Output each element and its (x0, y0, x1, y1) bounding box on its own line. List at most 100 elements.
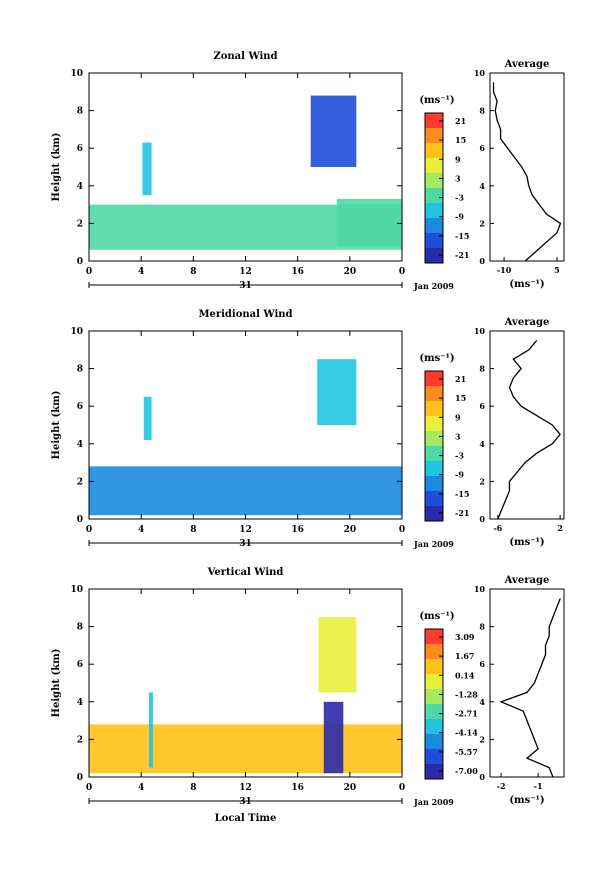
x-tick-label: 20 (344, 783, 357, 793)
y-tick-label: 8 (77, 365, 83, 375)
colorbar-tick-label: 9 (455, 154, 461, 164)
panel-title: Meridional Wind (198, 309, 292, 320)
profile-title: Average (504, 59, 550, 70)
profile-y-tick-label: 6 (479, 401, 485, 411)
profile-title: Average (504, 317, 550, 328)
profile-frame (489, 588, 565, 778)
colorbar-segment (425, 203, 443, 219)
profile-y-tick-label: 0 (479, 256, 485, 266)
date-right-label: Jan 2009 (413, 797, 454, 807)
heatmap-cell (148, 692, 153, 768)
profile-y-tick-label: 4 (479, 697, 485, 707)
colorbar-tick-label: 9 (455, 412, 461, 422)
profile-y-tick-label: 2 (479, 734, 485, 744)
colorbar-segment (425, 128, 443, 144)
profile-y-tick-label: 2 (479, 218, 485, 228)
profile-x-label: (ms⁻¹) (509, 279, 544, 290)
colorbar-frame (424, 112, 444, 264)
y-tick-label: 0 (77, 515, 83, 525)
x-tick-label: 4 (138, 783, 144, 793)
date-right-label: Jan 2009 (413, 539, 454, 549)
y-tick-label: 0 (77, 257, 83, 267)
colorbar-segment (425, 446, 443, 462)
profile-x-tick-label: -1 (534, 781, 543, 791)
colorbar-tick-label: -1.28 (455, 689, 478, 699)
y-axis-label: Height (km) (51, 133, 62, 202)
colorbar-unit: (ms⁻¹) (419, 95, 454, 106)
x-axis-label: Local Time (215, 813, 277, 824)
x-tick-label: 12 (239, 267, 252, 277)
x-tick-label: 0 (399, 267, 405, 277)
colorbar-segment (425, 143, 443, 159)
colorbar-tick-label: -9 (455, 212, 464, 222)
profile-y-tick-label: 8 (479, 622, 485, 632)
x-tick-label: 16 (291, 783, 304, 793)
colorbar-segment (425, 173, 443, 189)
colorbar-unit: (ms⁻¹) (419, 611, 454, 622)
y-tick-label: 0 (77, 773, 83, 783)
colorbar-tick-label: -21 (455, 250, 469, 260)
colorbar-tick-label: -4.14 (455, 728, 478, 738)
colorbar-tick-label: -15 (455, 231, 469, 241)
x-tick-label: 8 (190, 783, 196, 793)
profile-y-tick-label: 2 (479, 476, 485, 486)
profile-x-tick-label: 2 (557, 523, 563, 533)
profile-y-tick-label: 8 (479, 364, 485, 374)
heatmap-cell (142, 142, 152, 196)
colorbar-segment (425, 248, 443, 264)
colorbar-tick-label: -2.71 (455, 709, 478, 719)
profile-y-tick-label: 4 (479, 181, 485, 191)
y-tick-label: 10 (70, 327, 83, 337)
colorbar-tick-label: -15 (455, 489, 469, 499)
colorbar-segment (425, 401, 443, 417)
colorbar-segment (425, 689, 443, 705)
colorbar-tick-label: 3.09 (455, 632, 475, 642)
heatmap-cell (323, 701, 344, 774)
profile-y-tick-label: 10 (474, 68, 486, 78)
colorbar-segment (425, 218, 443, 234)
colorbar-tick-label: 21 (455, 116, 466, 126)
y-tick-label: 10 (70, 585, 83, 595)
colorbar-segment (425, 476, 443, 492)
colorbar-segment (425, 416, 443, 432)
heatmap-cell (89, 466, 402, 516)
x-tick-label: 20 (344, 267, 357, 277)
colorbar-segment (425, 431, 443, 447)
x-tick-label: 0 (86, 525, 92, 535)
x-tick-label: 0 (86, 783, 92, 793)
profile-line (497, 339, 561, 520)
y-tick-label: 8 (77, 107, 83, 117)
y-axis-label: Height (km) (51, 391, 62, 460)
date-label: 31 (239, 539, 252, 549)
heatmap-cell (318, 617, 357, 693)
heatmap-cell (310, 95, 357, 167)
profile-line (499, 598, 561, 778)
colorbar-tick-label: -21 (455, 508, 469, 518)
colorbar-segment (425, 674, 443, 690)
y-tick-label: 2 (77, 477, 83, 487)
x-tick-label: 0 (399, 783, 405, 793)
x-tick-label: 0 (399, 525, 405, 535)
colorbar-segment (425, 764, 443, 780)
y-tick-label: 10 (70, 69, 83, 79)
y-tick-label: 6 (77, 402, 83, 412)
colorbar-segment (425, 158, 443, 174)
heatmap-cell (89, 724, 402, 774)
colorbar-tick-label: 0.14 (455, 670, 475, 680)
profile-y-tick-label: 6 (479, 143, 485, 153)
y-tick-label: 6 (77, 660, 83, 670)
profile-x-tick-label: -10 (497, 265, 512, 275)
profile-frame (489, 72, 565, 262)
profile-y-tick-label: 10 (474, 584, 486, 594)
x-tick-label: 16 (291, 525, 304, 535)
colorbar-frame (424, 628, 444, 780)
x-tick-label: 12 (239, 525, 252, 535)
colorbar-segment (425, 629, 443, 645)
colorbar-tick-label: -7.00 (455, 766, 478, 776)
heatmap-cell (317, 359, 357, 425)
y-tick-label: 4 (77, 182, 83, 192)
profile-y-tick-label: 6 (479, 659, 485, 669)
colorbar-frame (424, 370, 444, 522)
